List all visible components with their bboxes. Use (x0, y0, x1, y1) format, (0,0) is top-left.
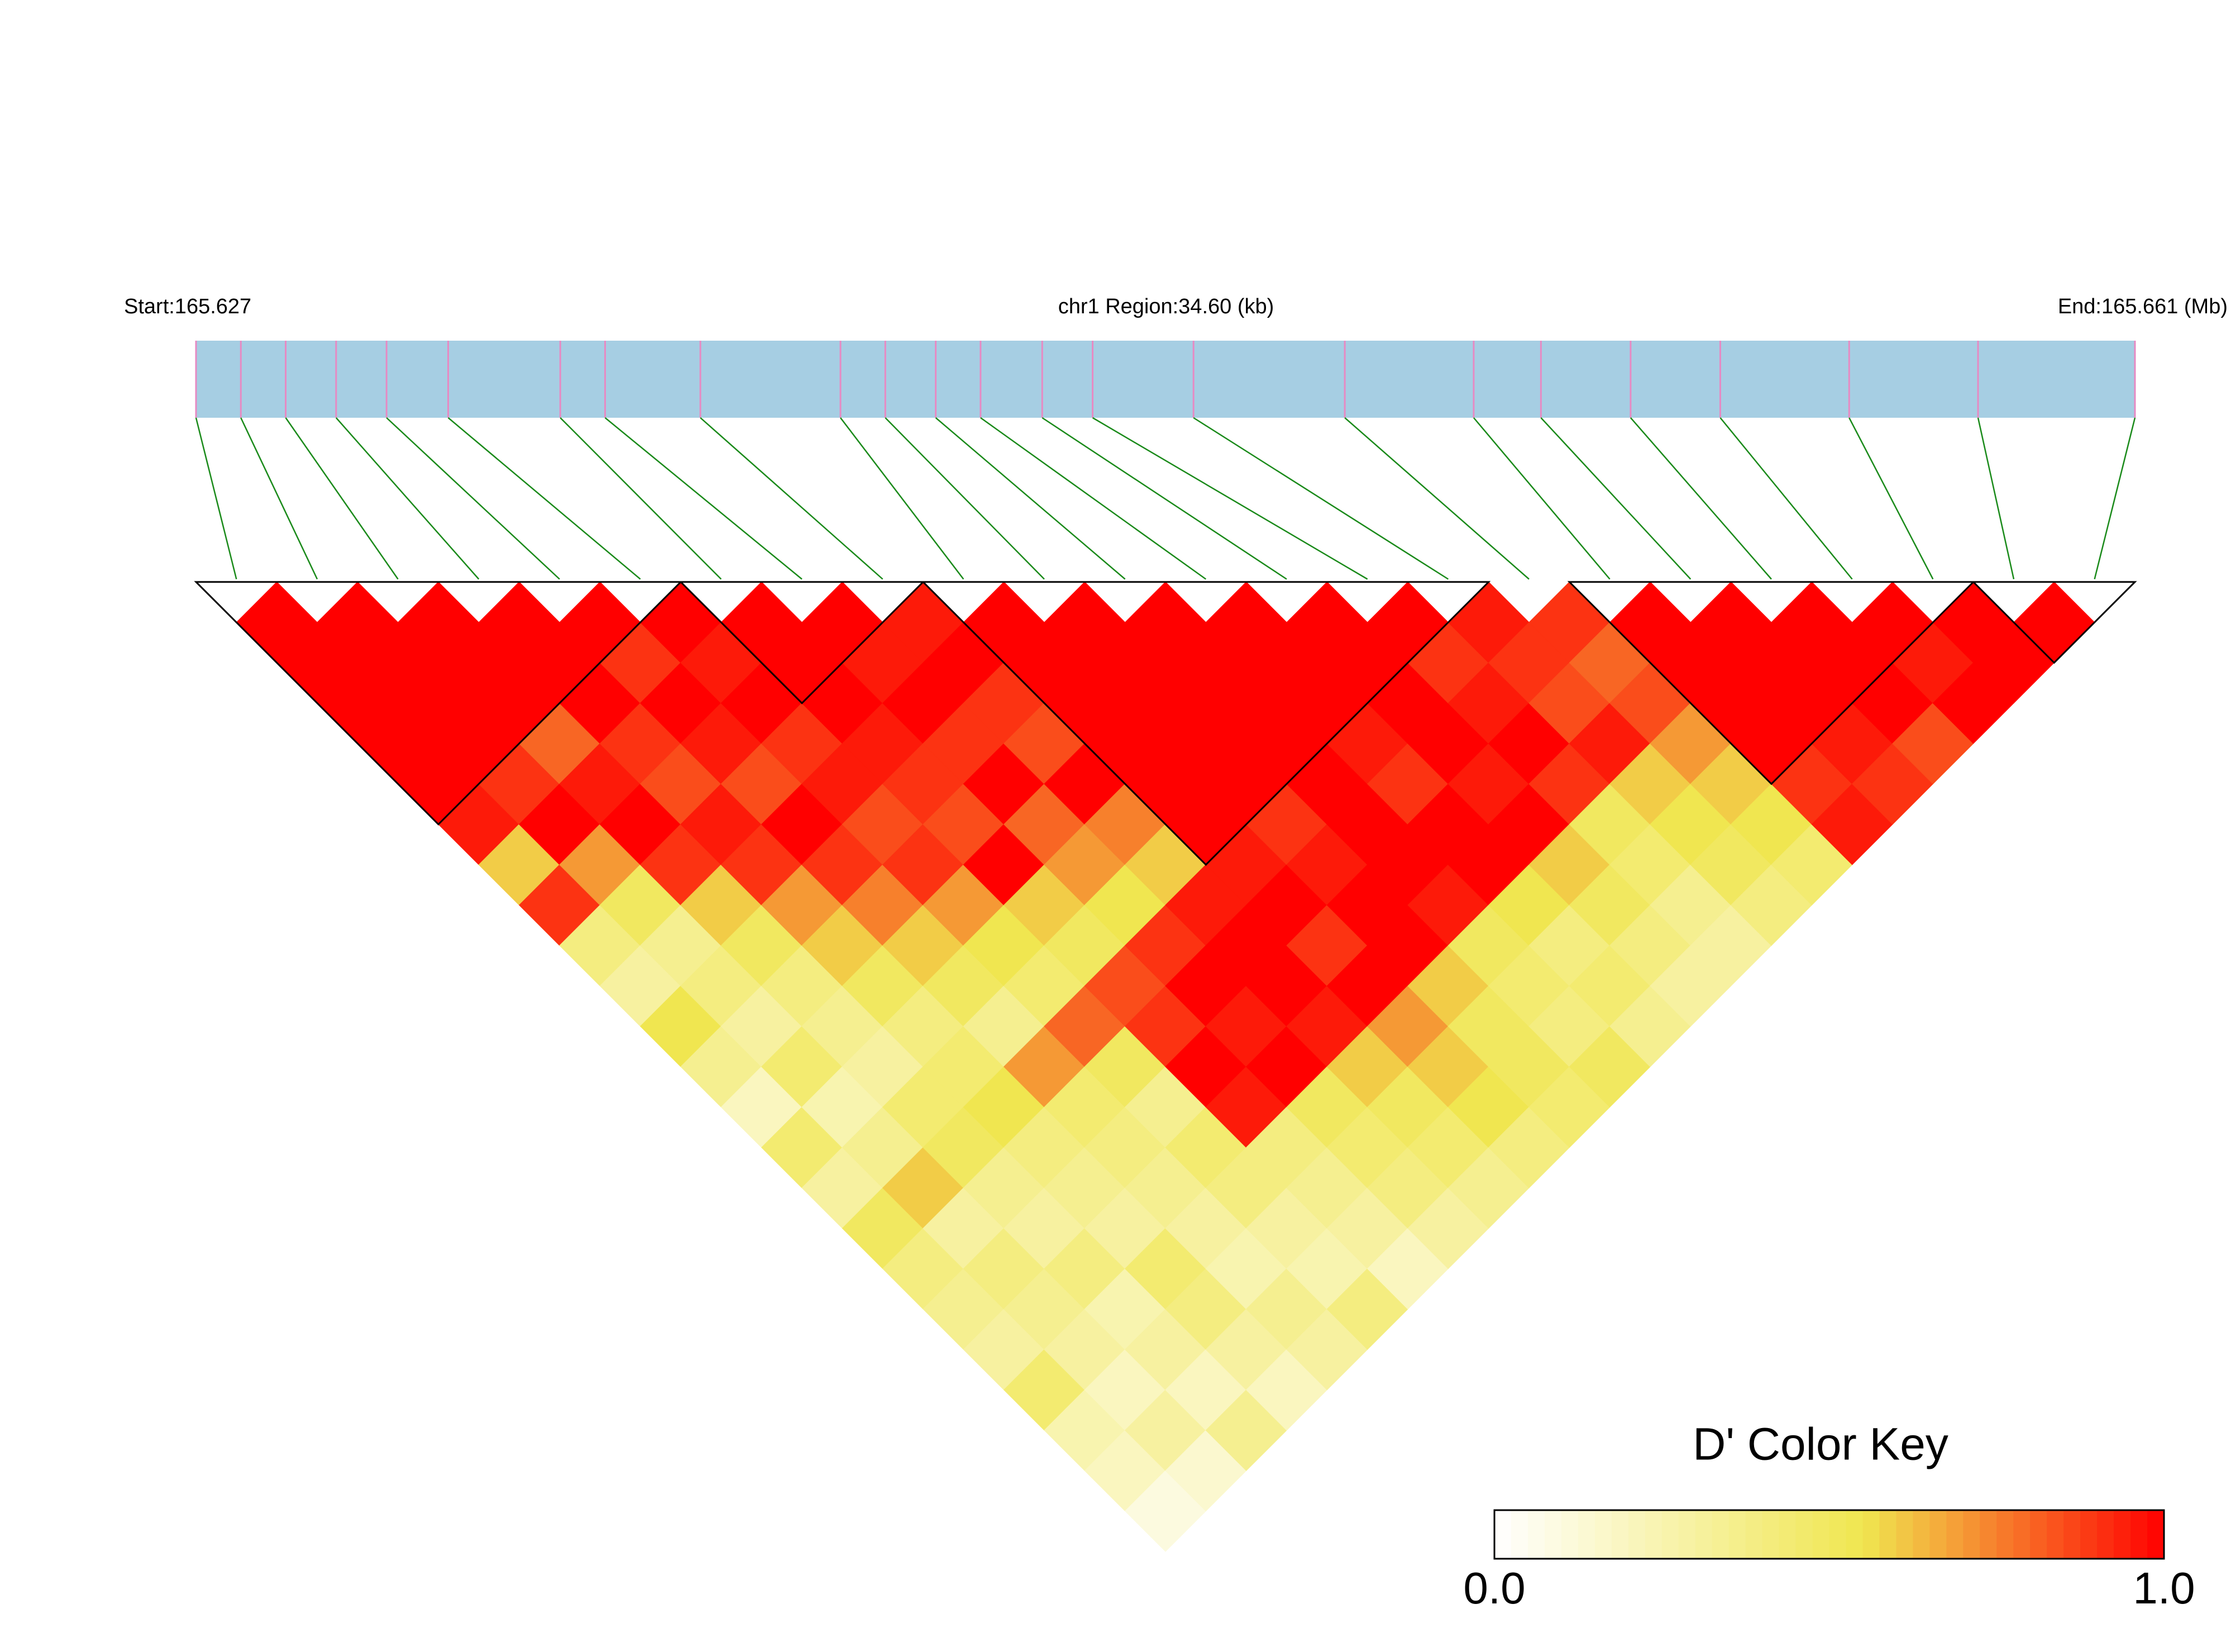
colorbar-step (1728, 1510, 1746, 1559)
colorbar-step (2130, 1510, 2148, 1559)
colorbar-step (2080, 1510, 2098, 1559)
snp-link-line (195, 417, 237, 580)
snp-link-line (1042, 417, 1287, 580)
colorbar-step (1645, 1510, 1662, 1559)
colorbar-step (1879, 1510, 1897, 1559)
region-bar (196, 341, 2135, 418)
snp-link-line (839, 417, 964, 580)
snp-link-line (1540, 417, 1692, 580)
colorbar-step (2097, 1510, 2115, 1559)
colorbar-step (1544, 1510, 1562, 1559)
colorbar-tick-label: 1.0 (2133, 1563, 2195, 1613)
snp-link-line (1630, 417, 1772, 580)
snp-link-line (386, 417, 560, 580)
colorbar-step (1896, 1510, 1914, 1559)
ld-block-outline (194, 581, 683, 826)
ld-block-outline (679, 581, 925, 705)
end-label: End:165.661 (Mb) (2058, 295, 2228, 318)
snp-link-line (447, 417, 641, 580)
colorbar-step (2147, 1510, 2165, 1559)
ld-block-outline (1971, 581, 2137, 664)
colorbar-step (1963, 1510, 1981, 1559)
snp-link-line (935, 417, 1126, 580)
snp-link-line (1977, 417, 2015, 580)
ld-block-outline (1567, 581, 1976, 785)
colorbar-step (1762, 1510, 1780, 1559)
colorbar-step (2063, 1510, 2081, 1559)
snp-link-line (885, 417, 1045, 580)
colorbar-step (1745, 1510, 1763, 1559)
snp-link-line (604, 417, 802, 580)
colorbar-step (1695, 1510, 1713, 1559)
snp-link-line (335, 417, 480, 580)
colorbar-step (2047, 1510, 2065, 1559)
snp-link-line (2094, 417, 2136, 580)
snp-link-line (1092, 417, 1368, 580)
snp-link-line (560, 417, 722, 580)
colorbar-step (2030, 1510, 2048, 1559)
colorbar-step (1829, 1510, 1847, 1559)
colorbar-step (2114, 1510, 2132, 1559)
colorbar-step (1712, 1510, 1730, 1559)
colorbar-step (1779, 1510, 1797, 1559)
region-label: chr1 Region:34.60 (kb) (1058, 295, 1274, 318)
colorbar-step (1578, 1510, 1595, 1559)
colorbar-step (1494, 1510, 1512, 1559)
colorbar-step (1611, 1510, 1629, 1559)
colorbar-step (1812, 1510, 1830, 1559)
colorbar-step (1996, 1510, 2014, 1559)
start-label: Start:165.627 (124, 295, 251, 318)
ld-block-outline (921, 581, 1491, 866)
snp-link-line (1473, 417, 1611, 580)
snp-link-line (980, 417, 1207, 580)
snp-link-line (240, 417, 318, 580)
colorbar-step (1561, 1510, 1579, 1559)
colorbar-step (1678, 1510, 1696, 1559)
colorbar-step (2013, 1510, 2031, 1559)
colorbar-tick-label: 0.0 (1463, 1563, 1525, 1613)
colorbar-step (1795, 1510, 1813, 1559)
colorbar-step (1913, 1510, 1931, 1559)
colorbar-step (1628, 1510, 1646, 1559)
colorbar-step (1862, 1510, 1880, 1559)
snp-link-line (1719, 417, 1853, 580)
colorbar-step (1929, 1510, 1947, 1559)
colorbar-step (1511, 1510, 1528, 1559)
snp-link-line (700, 417, 883, 580)
snp-link-line (285, 417, 399, 580)
colorbar-title: D' Color Key (1693, 1419, 1948, 1470)
colorbar-step (1527, 1510, 1545, 1559)
colorbar-step (1946, 1510, 1964, 1559)
colorbar-frame (1493, 1509, 2165, 1560)
snp-link-line (1193, 417, 1449, 580)
snp-link-line (1848, 417, 1934, 580)
colorbar-step (1980, 1510, 1998, 1559)
colorbar-step (1594, 1510, 1612, 1559)
colorbar-step (1846, 1510, 1864, 1559)
snp-link-line (1344, 417, 1530, 580)
colorbar-step (1661, 1510, 1679, 1559)
